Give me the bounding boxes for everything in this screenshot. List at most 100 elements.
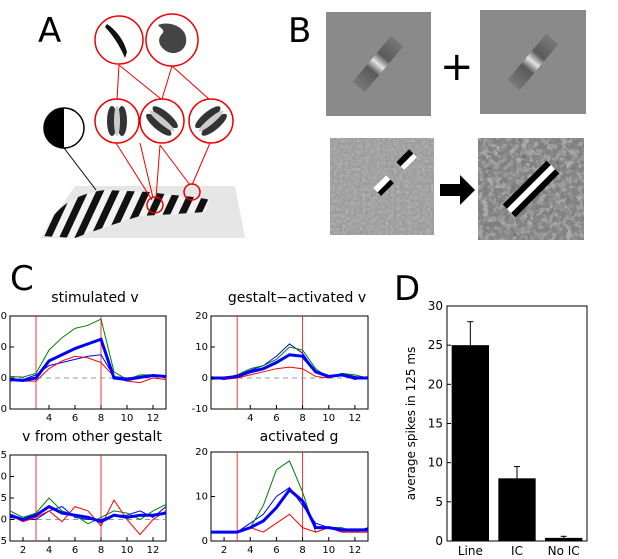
- series-line: [211, 486, 369, 533]
- panel-c-letter: C: [10, 259, 34, 299]
- y-tick-label: 20: [195, 447, 208, 458]
- x-tick-label: 10: [322, 413, 335, 424]
- x-tick-label: 12: [147, 545, 160, 556]
- x-tick-label: 6: [72, 545, 78, 556]
- x-tick-label: 2: [221, 545, 227, 556]
- plot-title: gestalt−activated v: [228, 290, 366, 306]
- x-tick-label: 6: [72, 413, 78, 424]
- x-tick-label: 4: [46, 413, 52, 424]
- gabor-patch-1: [326, 12, 431, 116]
- series-line: [9, 506, 167, 520]
- hierarchy-connections: [115, 64, 211, 201]
- receptive-field-2: [183, 183, 201, 201]
- y-axis-label: average spikes in 125 ms: [404, 347, 418, 501]
- category-label: No IC: [548, 544, 580, 558]
- noise-patch-small: [330, 138, 434, 235]
- y-tick-label: 20: [0, 311, 7, 322]
- y-tick-label: 10: [195, 342, 208, 353]
- receptive-field-1: [146, 196, 164, 214]
- bar: [498, 478, 536, 541]
- x-tick-label: 10: [322, 545, 335, 556]
- plot-frame: [210, 451, 369, 542]
- x-tick-label: 12: [349, 413, 362, 424]
- panel-b: B +: [288, 10, 586, 240]
- line-plot-3: v from other gestalt -5 0 5 10 15 2 4 6 8 10 12: [0, 429, 167, 556]
- panel-c: C stimulated v-10010204681012gestalt−act…: [0, 259, 369, 556]
- bar-chart: Line IC No IC 0 5 10 15 20 25 30 average spikes in…: [404, 299, 588, 558]
- y-tick-label: -5: [0, 536, 7, 547]
- y-tick-label: 10: [428, 456, 443, 470]
- y-tick-label: -10: [192, 404, 208, 415]
- y-tick-label: 15: [428, 417, 443, 431]
- x-tick-label: 12: [349, 545, 362, 556]
- series-line: [211, 460, 368, 533]
- x-tick-label: 6: [273, 545, 279, 556]
- series-line: [211, 487, 368, 534]
- y-tick-label: 5: [1, 493, 7, 504]
- plot-title: stimulated v: [51, 290, 138, 306]
- series-line: [9, 499, 167, 536]
- panel-a-letter: A: [38, 11, 61, 51]
- x-tick-label: 4: [247, 413, 253, 424]
- plot-frame: [9, 454, 167, 542]
- gabor-circle-3: [188, 98, 234, 144]
- series-line: [211, 353, 368, 380]
- y-tick-label: 0: [202, 536, 208, 547]
- x-tick-label: 8: [98, 545, 104, 556]
- x-tick-label: 8: [98, 413, 104, 424]
- panel-d: D Line IC No IC 0 5 10 15 20 25 30 average spikes …: [394, 269, 588, 558]
- x-tick-label: 2: [20, 545, 26, 556]
- x-tick-label: 4: [247, 545, 253, 556]
- y-tick-label: 0: [1, 373, 7, 384]
- y-tick-label: 30: [428, 299, 443, 313]
- y-tick-label: 10: [195, 492, 208, 503]
- feature-circle-stripe: [94, 15, 144, 65]
- category-label: IC: [511, 544, 523, 558]
- y-tick-label: -10: [0, 404, 7, 415]
- plus-sign: +: [440, 44, 474, 90]
- series-line: [9, 337, 167, 382]
- y-tick-label: 0: [435, 534, 443, 548]
- zebra-image: [42, 190, 210, 238]
- x-tick-label: 8: [299, 413, 305, 424]
- line-plot-1: stimulated v -10 0 10 20 4 6 8 10 12: [0, 290, 167, 424]
- gabor-circle-1: [94, 98, 140, 144]
- noise-patch-large: [478, 138, 584, 240]
- y-tick-label: 5: [435, 495, 443, 509]
- series-line: [9, 504, 167, 524]
- plot-title: activated g: [260, 429, 339, 445]
- arrow-right-icon: [440, 175, 475, 205]
- y-tick-label: 0: [202, 373, 208, 384]
- y-tick-label: 20: [195, 311, 208, 322]
- panel-b-letter: B: [288, 11, 311, 51]
- feature-circle-head: [145, 13, 199, 67]
- y-tick-label: 10: [0, 342, 7, 353]
- series-line: [9, 497, 167, 525]
- y-tick-label: 0: [1, 515, 7, 526]
- x-tick-label: 12: [147, 413, 160, 424]
- line-plot-2: gestalt−activated v -10 0 10 20 4 6 8 10 12: [192, 290, 369, 424]
- x-tick-label: 4: [46, 545, 52, 556]
- x-tick-label: 8: [299, 545, 305, 556]
- y-tick-label: 10: [0, 472, 7, 483]
- plot-frame: [9, 315, 167, 410]
- x-tick-label: 6: [273, 413, 279, 424]
- gabor-patch-2: [480, 10, 586, 114]
- plot-frame: [210, 315, 369, 410]
- panel-d-letter: D: [394, 269, 420, 309]
- bar: [545, 537, 583, 541]
- x-tick-label: 10: [121, 413, 134, 424]
- panel-a: A: [38, 11, 245, 238]
- bar: [451, 345, 489, 541]
- contrast-disk: [43, 107, 97, 191]
- series-line: [9, 318, 167, 381]
- line-plot-4: activated g 0 10 20 2 4 6 8 10 12: [195, 429, 369, 556]
- category-label: Line: [458, 544, 483, 558]
- x-tick-label: 10: [121, 545, 134, 556]
- plot-title: v from other gestalt: [22, 429, 162, 445]
- gabor-circle-2: [139, 98, 185, 144]
- y-tick-label: 20: [428, 377, 443, 391]
- series-line: [9, 355, 167, 384]
- y-tick-label: 25: [428, 338, 443, 352]
- y-tick-label: 15: [0, 450, 7, 461]
